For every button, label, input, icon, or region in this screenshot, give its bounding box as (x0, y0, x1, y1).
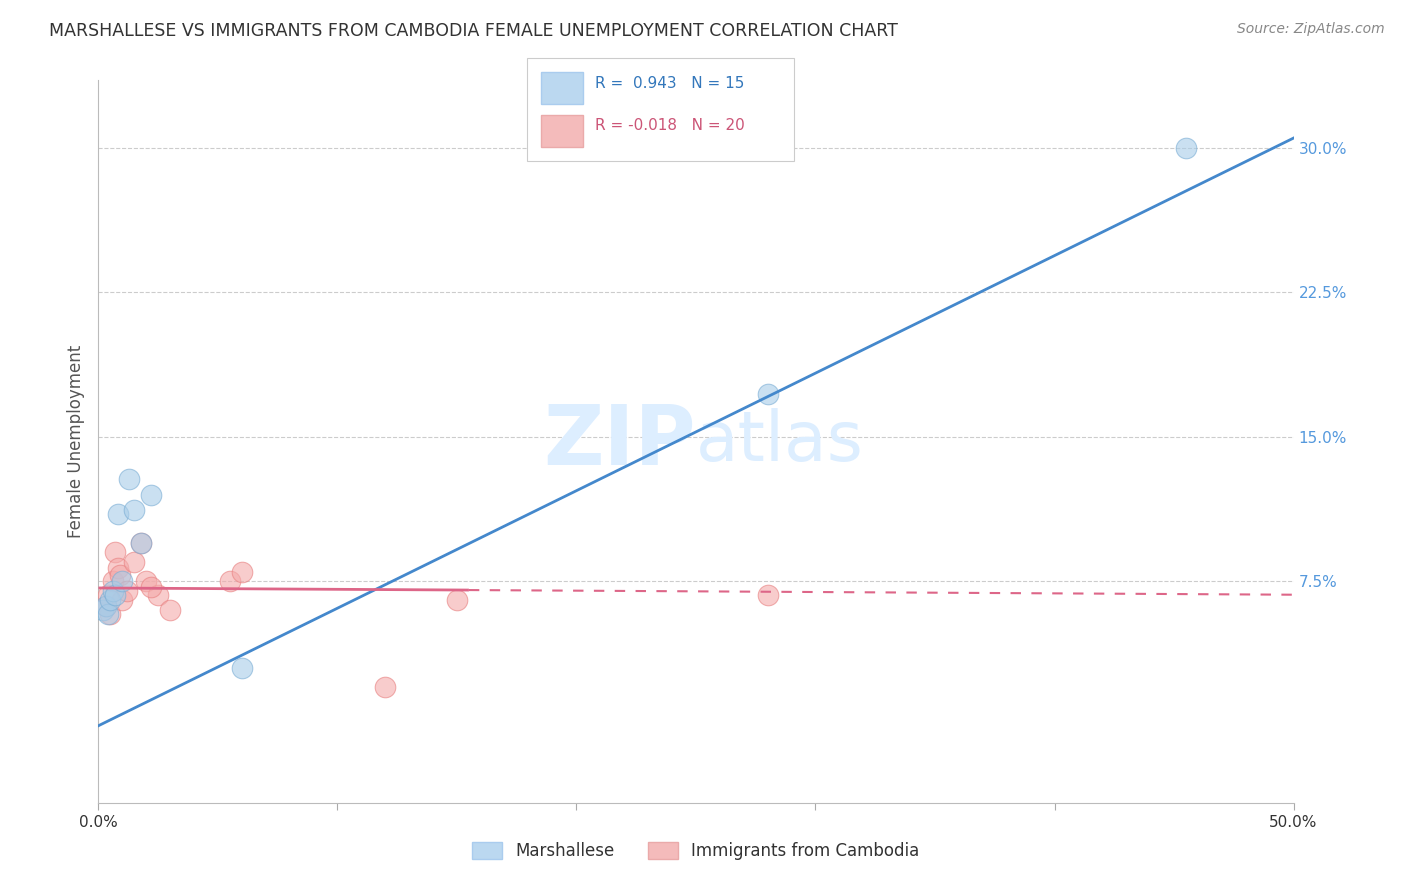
Text: ZIP: ZIP (544, 401, 696, 482)
Text: Source: ZipAtlas.com: Source: ZipAtlas.com (1237, 22, 1385, 37)
Point (107, 560, 129, 574)
Point (91, 603, 114, 617)
Text: atlas: atlas (696, 408, 863, 475)
Point (97, 607, 120, 621)
Legend: Marshallese, Immigrants from Cambodia: Marshallese, Immigrants from Cambodia (465, 835, 927, 867)
Point (231, 565, 253, 579)
Point (104, 545, 127, 559)
Point (756, 387, 779, 401)
Point (101, 574, 124, 589)
Point (139, 580, 162, 594)
Point (231, 661, 253, 675)
Y-axis label: Female Unemployment: Female Unemployment (66, 345, 84, 538)
Point (446, 593, 468, 607)
Point (374, 680, 396, 694)
Point (115, 583, 138, 598)
Point (159, 603, 181, 617)
Point (131, 535, 153, 549)
Text: R =  0.943   N = 15: R = 0.943 N = 15 (595, 76, 744, 91)
Text: R = -0.018   N = 20: R = -0.018 N = 20 (595, 118, 745, 133)
Point (108, 568, 131, 582)
Point (98, 607, 122, 621)
Point (124, 503, 146, 517)
Point (104, 588, 127, 602)
Point (111, 574, 134, 589)
Point (148, 588, 170, 602)
Point (756, 588, 779, 602)
Point (98, 593, 122, 607)
Point (111, 593, 134, 607)
Point (1175, 141, 1198, 155)
Point (107, 507, 129, 521)
Point (101, 583, 124, 598)
Point (124, 555, 146, 569)
Point (94, 599, 117, 614)
Point (131, 535, 153, 549)
Point (118, 472, 141, 486)
Point (94, 599, 117, 614)
Point (97, 588, 120, 602)
Point (219, 574, 242, 589)
Point (135, 574, 157, 589)
Text: MARSHALLESE VS IMMIGRANTS FROM CAMBODIA FEMALE UNEMPLOYMENT CORRELATION CHART: MARSHALLESE VS IMMIGRANTS FROM CAMBODIA … (49, 22, 898, 40)
Point (139, 487, 162, 501)
